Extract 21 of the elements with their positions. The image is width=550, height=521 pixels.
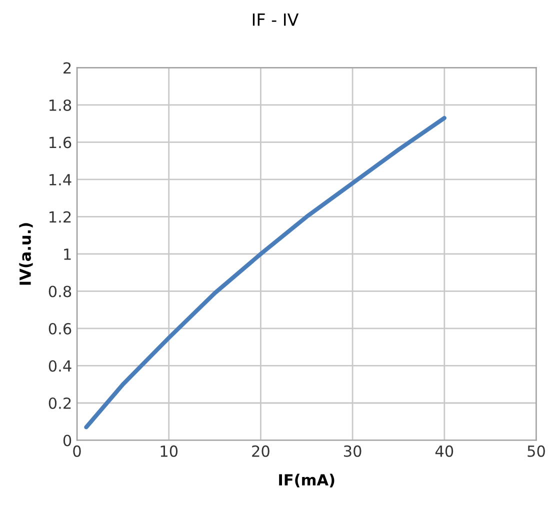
y-axis-title: IV(a.u.)	[19, 223, 33, 285]
x-tick-label: 10	[160, 445, 178, 457]
y-tick-label: 1	[64, 248, 71, 260]
x-tick-label: 40	[435, 445, 454, 457]
y-tick-label: 0.6	[48, 322, 72, 335]
y-tick-label: 2	[64, 62, 71, 74]
y-tick-label: 1.4	[50, 174, 72, 186]
y-tick-label: 0	[63, 434, 72, 446]
line-series	[84, 116, 446, 430]
y-tick-label: 0.2	[48, 397, 71, 410]
x-tick-label: 30	[344, 445, 362, 457]
chart-title: IF - IV	[252, 14, 299, 26]
y-tick-label: 1.6	[50, 136, 72, 148]
x-tick-label: 0	[73, 445, 81, 457]
x-tick-label: 50	[528, 445, 545, 457]
y-tick-label: 0.4	[48, 360, 72, 372]
y-tick-label: 1.2	[50, 211, 71, 223]
y-tick-label: 1.8	[50, 99, 72, 112]
x-tick-label: 20	[252, 445, 270, 457]
y-tick-label: 0.8	[48, 286, 72, 298]
x-axis-title: IF(mA)	[279, 474, 334, 488]
